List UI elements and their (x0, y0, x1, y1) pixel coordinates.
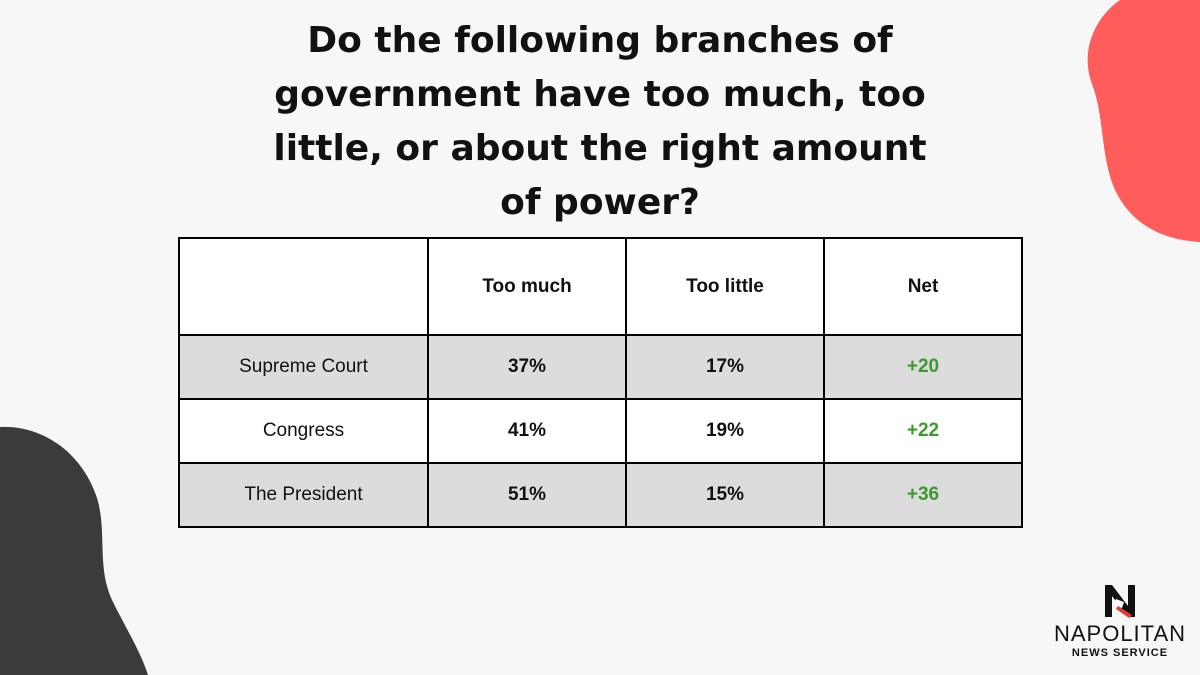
table-row: The President 51% 15% +36 (178, 462, 1023, 528)
too-little-value: 17% (625, 334, 825, 400)
too-much-value: 41% (427, 398, 627, 464)
napolitan-logo: NAPOLITAN NEWS SERVICE (1045, 582, 1195, 660)
table-header-row: Too much Too little Net (178, 237, 1023, 336)
table-row: Congress 41% 19% +22 (178, 398, 1023, 464)
chart-title: Do the following branches of government … (273, 20, 927, 223)
napolitan-n-logo-icon (1105, 585, 1135, 618)
logo-name: NAPOLITAN (1053, 621, 1187, 646)
row-label: The President (178, 462, 429, 528)
net-value: +22 (823, 398, 1023, 464)
results-table: Too much Too little Net Supreme Court 37… (178, 237, 1023, 528)
bottom-left-dark-shape (0, 426, 148, 675)
too-much-value: 37% (427, 334, 627, 400)
header-cell-blank (178, 237, 429, 336)
too-little-value: 15% (625, 462, 825, 528)
too-much-value: 51% (427, 462, 627, 528)
net-value: +36 (823, 462, 1023, 528)
top-right-accent-shape (1087, 0, 1200, 242)
header-cell-too-little: Too little (625, 237, 825, 336)
header-cell-net: Net (823, 237, 1023, 336)
net-value: +20 (823, 334, 1023, 400)
row-label: Supreme Court (178, 334, 429, 400)
row-label: Congress (178, 398, 429, 464)
header-cell-too-much: Too much (427, 237, 627, 336)
too-little-value: 19% (625, 398, 825, 464)
logo-subtitle: NEWS SERVICE (1071, 647, 1169, 659)
table-row: Supreme Court 37% 17% +20 (178, 334, 1023, 400)
